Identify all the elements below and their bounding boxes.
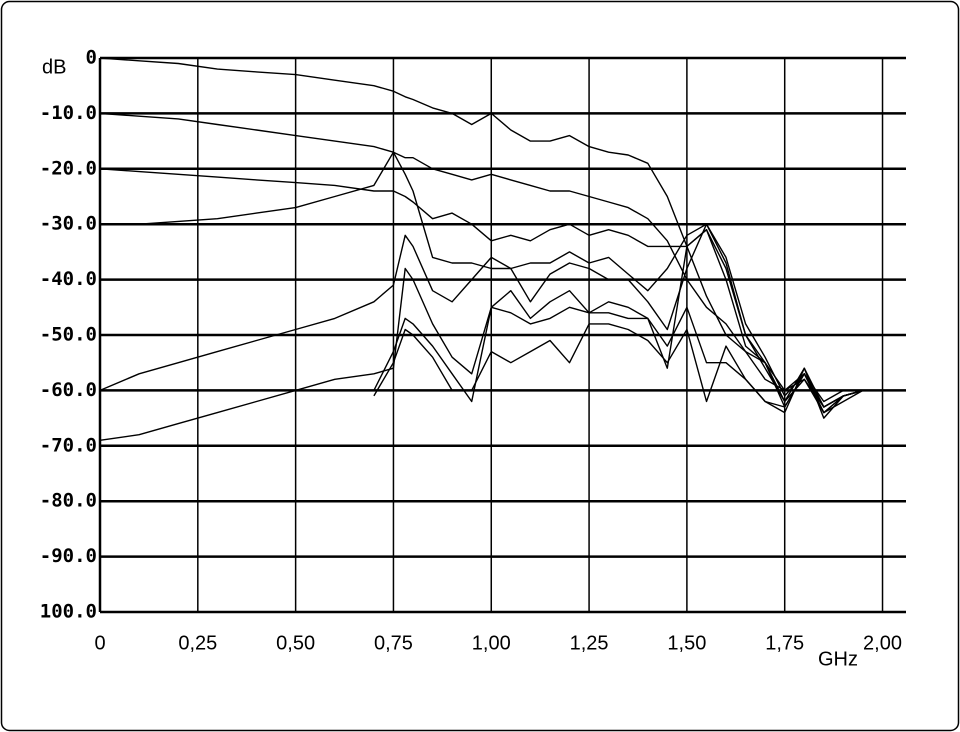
x-tick-label: 1,75 xyxy=(765,632,804,654)
data-line xyxy=(99,223,906,408)
x-tick-label: 0,50 xyxy=(276,632,315,654)
x-axis-label: GHz xyxy=(818,648,858,670)
data-line xyxy=(373,323,906,414)
y-tick-label: -20.0 xyxy=(40,157,97,179)
x-tick-label: 1,00 xyxy=(472,632,511,654)
y-tick-label: -70.0 xyxy=(40,434,97,456)
y-tick-label: -50.0 xyxy=(40,324,97,346)
y-tick-label: -10.0 xyxy=(40,102,97,124)
y-tick-label: 100.0 xyxy=(40,601,97,623)
x-tick-label: 1,50 xyxy=(667,632,706,654)
data-line xyxy=(373,306,906,419)
y-tick-label: -90.0 xyxy=(40,545,97,567)
x-tick-label: 0 xyxy=(94,632,105,654)
y-axis-label: dB xyxy=(42,56,66,78)
data-line xyxy=(100,151,906,408)
data-line xyxy=(99,112,906,403)
x-tick-label: 1,25 xyxy=(570,632,609,654)
data-line xyxy=(99,168,906,414)
y-tick-label: 0 xyxy=(86,47,97,69)
y-tick-label: -80.0 xyxy=(40,490,97,512)
x-tick-label: 0,25 xyxy=(178,632,217,654)
y-tick-label: -30.0 xyxy=(40,213,97,235)
x-tick-label: 2,00 xyxy=(863,632,902,654)
y-tick-label: -40.0 xyxy=(40,268,97,290)
y-tick-label: -60.0 xyxy=(40,379,97,401)
x-tick-label: 0,75 xyxy=(374,632,413,654)
